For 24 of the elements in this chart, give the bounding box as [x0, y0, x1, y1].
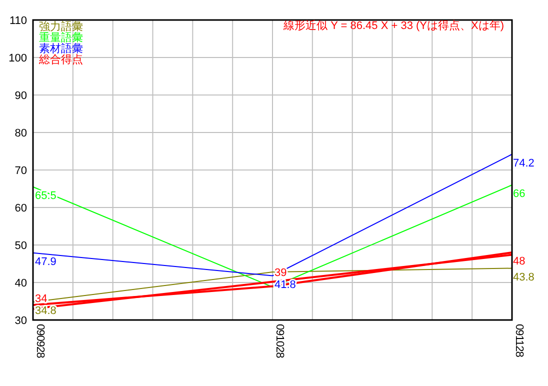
data-label: 47.9 [35, 256, 56, 268]
data-label: 43.8 [513, 271, 534, 284]
x-tick-label: 091028 [274, 324, 286, 358]
text: 総合得点 [38, 53, 83, 66]
y-tick-label: 50 [14, 240, 27, 252]
y-tick-label: 30 [14, 315, 27, 327]
y-tick-label: 100 [8, 52, 27, 64]
y-tick-label: 80 [14, 128, 27, 140]
data-label: 74.2 [513, 157, 534, 170]
data-label: 66 [513, 188, 526, 200]
data-label: 34.8 [35, 305, 56, 317]
x-tick-label: 090928 [34, 324, 46, 358]
y-tick-label: 70 [14, 165, 27, 177]
annotation: 線形近似 Y = 86.45 X + 33 (Yは得点、Xは年) [282, 19, 504, 32]
data-label: 65.5 [35, 190, 56, 202]
text: 素材語彙 [39, 42, 83, 55]
y-tick-label: 60 [14, 202, 27, 214]
data-label: 48 [513, 256, 526, 268]
x-tick-label: 091128 [513, 324, 525, 358]
text: 重量語彙 [39, 31, 83, 44]
y-tick-label: 40 [14, 278, 27, 290]
y-tick-label: 110 [9, 15, 27, 27]
text: 強力語彙 [39, 20, 83, 33]
y-tick-label: 90 [14, 90, 27, 102]
